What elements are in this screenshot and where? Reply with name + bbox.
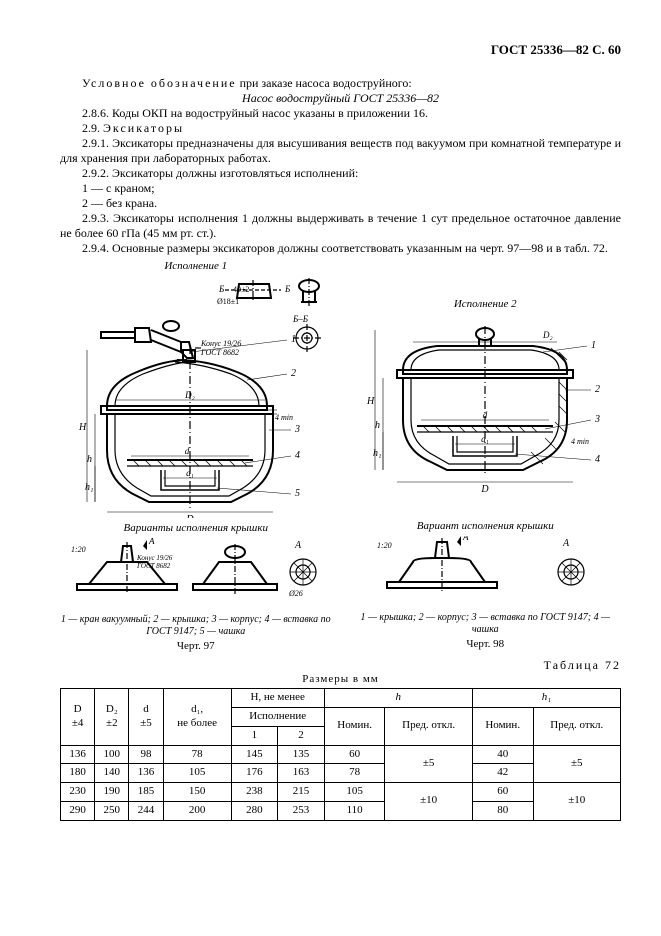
- th-h-nom: Номин.: [324, 708, 385, 746]
- th-h: h: [324, 689, 472, 708]
- figures-row: Исполнение 1 Б Б: [60, 260, 621, 653]
- dimensions-table: D ±4 D₂ ±2 d ±5 d₁, не более H, не менее…: [60, 688, 621, 820]
- svg-text:Конус 19/26: Конус 19/26: [136, 554, 173, 562]
- table-title-row: Таблица 72: [60, 658, 621, 673]
- table-title: Таблица 72: [544, 658, 621, 673]
- page: ГОСТ 25336—82 С. 60 Условное обозначение…: [0, 0, 661, 936]
- svg-text:4: 4: [595, 454, 600, 465]
- fig-left-variants: 1:20 А Конус 19/26 ГОСТ 8682: [65, 538, 327, 610]
- th-Hv: Исполнение: [231, 708, 324, 727]
- svg-text:4 min: 4 min: [571, 437, 589, 446]
- th-H: H, не менее: [231, 689, 324, 708]
- svg-text:2: 2: [595, 384, 600, 395]
- svg-text:D: D: [481, 484, 490, 495]
- th-D2: D₂ ±2: [95, 689, 129, 745]
- svg-text:А: А: [148, 538, 155, 546]
- para-8: 2 — без крана.: [60, 196, 621, 211]
- fig-left-chert: Черт. 97: [177, 640, 215, 654]
- para-4a: 2.9.: [82, 121, 103, 135]
- svg-text:Ø26: Ø26: [288, 589, 303, 598]
- svg-text:H: H: [78, 422, 87, 433]
- para-10: 2.9.4. Основные размеры эксикаторов долж…: [60, 241, 621, 256]
- table-72: D ±4 D₂ ±2 d ±5 d₁, не более H, не менее…: [60, 688, 621, 820]
- svg-text:1: 1: [591, 340, 596, 351]
- fig-right-legend: 1 — крышка; 2 — корпус; 3 — вставка по Г…: [350, 612, 622, 636]
- svg-text:ГОСТ 8682: ГОСТ 8682: [136, 562, 171, 570]
- table-row: 230 190 185 150 238 215 105 ±10 60 ±10: [61, 783, 621, 802]
- svg-text:2: 2: [291, 368, 296, 379]
- svg-text:d: d: [185, 446, 190, 456]
- para-1: Условное обозначение при заказе насоса в…: [60, 76, 621, 91]
- svg-text:h₁: h₁: [85, 482, 93, 493]
- table-body: 136 100 98 78 145 135 60 ±5 40 ±5 180 14…: [61, 745, 621, 820]
- fig-97-svg: Б Б: [61, 278, 331, 518]
- fig-right-variant: Вариант исполнения крышки: [417, 520, 554, 534]
- svg-text:D₂: D₂: [184, 390, 195, 400]
- para-6: 2.9.2. Эксикаторы должны изготовляться и…: [60, 166, 621, 181]
- fig-98-svg: D₂: [355, 316, 615, 516]
- svg-text:Б: Б: [284, 284, 291, 294]
- svg-text:А: А: [462, 536, 469, 542]
- para-4: 2.9. Эксикаторы: [60, 121, 621, 136]
- svg-text:1: 1: [291, 334, 296, 345]
- svg-text:5: 5: [295, 488, 300, 499]
- fig-97-variants-svg: 1:20 А Конус 19/26 ГОСТ 8682: [65, 538, 327, 610]
- fig-right-chert: Черт. 98: [466, 638, 504, 652]
- fig-right-variant-drawing: 1:20 А А: [359, 536, 611, 608]
- svg-text:4 min: 4 min: [275, 413, 293, 422]
- th-h1: h₁: [472, 689, 620, 708]
- para-5: 2.9.1. Эксикаторы предназначены для высу…: [60, 136, 621, 166]
- table-row: 136 100 98 78 145 135 60 ±5 40 ±5: [61, 745, 621, 764]
- svg-text:А: А: [294, 540, 302, 551]
- th-d1: d₁, не более: [163, 689, 231, 745]
- fig-left-title: Исполнение 1: [164, 260, 227, 274]
- figure-right: Исполнение 2: [350, 260, 622, 653]
- para-1b: при заказе насоса водоструйного:: [237, 76, 412, 90]
- svg-text:D₂: D₂: [542, 330, 553, 340]
- th-h-otkl: Пред. откл.: [385, 708, 472, 746]
- th-D: D ±4: [61, 689, 95, 745]
- svg-text:1:20: 1:20: [71, 545, 86, 554]
- svg-text:h: h: [87, 454, 92, 465]
- svg-text:ГОСТ 8682: ГОСТ 8682: [200, 348, 239, 357]
- th-d: d ±5: [129, 689, 163, 745]
- th-h1-nom: Номин.: [472, 708, 533, 746]
- para-2: Насос водоструйный ГОСТ 25336—82: [60, 91, 621, 106]
- svg-text:4: 4: [295, 450, 300, 461]
- table-head: D ±4 D₂ ±2 d ±5 d₁, не более H, не менее…: [61, 689, 621, 745]
- svg-text:Ø18±1: Ø18±1: [217, 297, 239, 306]
- svg-text:3: 3: [294, 424, 300, 435]
- figure-left: Исполнение 1 Б Б: [60, 260, 332, 653]
- fig-left-legend: 1 — кран вакуумный; 2 — крышка; 3 — корп…: [60, 614, 332, 638]
- para-7: 1 — с краном;: [60, 181, 621, 196]
- fig-left-variant: Варианты исполнения крышки: [124, 522, 268, 536]
- svg-text:h₁: h₁: [373, 448, 381, 459]
- fig-right-title: Исполнение 2: [454, 298, 517, 312]
- svg-text:h: h: [375, 420, 380, 431]
- svg-text:Б–Б: Б–Б: [292, 314, 309, 324]
- para-3: 2.8.6. Коды ОКП на водоструйный насос ук…: [60, 106, 621, 121]
- svg-text:1:20: 1:20: [377, 541, 392, 550]
- para-4b: Эксикаторы: [103, 121, 184, 135]
- fig-right-drawing: D₂: [355, 316, 615, 516]
- th-H2: 2: [278, 726, 325, 745]
- svg-text:D: D: [185, 514, 194, 518]
- para-1a: Условное обозначение: [82, 76, 237, 90]
- th-h1-otkl: Пред. откл.: [533, 708, 620, 746]
- fig-left-drawing: Б Б: [61, 278, 331, 518]
- svg-text:40±2: 40±2: [233, 285, 249, 294]
- svg-text:H: H: [366, 396, 375, 407]
- fig-98-variant-svg: 1:20 А А: [359, 536, 611, 608]
- th-H1: 1: [231, 726, 278, 745]
- svg-text:3: 3: [594, 414, 600, 425]
- table-caption: Размеры в мм: [60, 673, 621, 687]
- svg-text:А: А: [562, 538, 570, 549]
- svg-text:Б: Б: [218, 284, 225, 294]
- page-header: ГОСТ 25336—82 С. 60: [60, 42, 621, 58]
- para-9: 2.9.3. Эксикаторы исполнения 1 должны вы…: [60, 211, 621, 241]
